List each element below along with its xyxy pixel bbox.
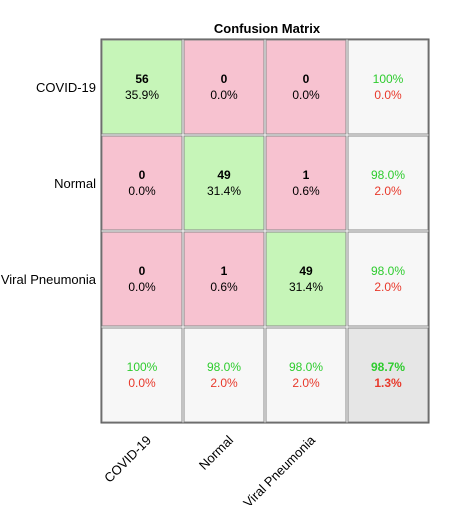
cell-percent-label: 0.0%	[210, 88, 238, 102]
column-error-label: 2.0%	[292, 376, 320, 390]
off-diagonal-cell	[183, 231, 265, 327]
column-label: COVID-19	[101, 433, 154, 486]
cell-percent-label: 0.0%	[128, 184, 156, 198]
off-diagonal-cell	[101, 231, 183, 327]
row-label: Normal	[54, 176, 96, 191]
diagonal-cell	[265, 231, 347, 327]
diagonal-cell	[101, 39, 183, 135]
cell-count-label: 49	[299, 264, 313, 278]
matrix-frame	[100, 38, 430, 424]
row-label: COVID-19	[36, 80, 96, 95]
off-diagonal-cell	[265, 39, 347, 135]
column-correct-label: 98.0%	[207, 360, 241, 374]
cell-percent-label: 0.0%	[128, 280, 156, 294]
row-error-label: 2.0%	[374, 280, 402, 294]
cell-count-label: 1	[303, 168, 310, 182]
column-labels: COVID-19 Normal Viral Pneumonia	[101, 432, 319, 505]
off-diagonal-cell	[101, 135, 183, 231]
column-summary-cell	[101, 327, 183, 423]
column-error-label: 2.0%	[210, 376, 238, 390]
row-summary-cell	[347, 135, 429, 231]
row-correct-label: 98.0%	[371, 264, 405, 278]
cell-percent-label: 0.6%	[292, 184, 320, 198]
cell-count-label: 1	[221, 264, 228, 278]
cell-percent-label: 0.0%	[292, 88, 320, 102]
off-diagonal-cell	[265, 135, 347, 231]
overall-accuracy-cell	[347, 327, 429, 423]
off-diagonal-cell	[183, 39, 265, 135]
column-label: Viral Pneumonia	[240, 432, 318, 505]
row-summary-cell	[347, 39, 429, 135]
cell-percent-label: 35.9%	[125, 88, 159, 102]
cell-count-label: 0	[139, 168, 146, 182]
cell-count-label: 0	[139, 264, 146, 278]
column-label: Normal	[196, 432, 236, 472]
column-error-label: 0.0%	[128, 376, 156, 390]
chart-title: Confusion Matrix	[214, 21, 321, 36]
row-error-label: 2.0%	[374, 184, 402, 198]
cell-count-label: 0	[303, 72, 310, 86]
cell-count-label: 56	[135, 72, 149, 86]
row-labels: COVID-19 Normal Viral Pneumonia	[1, 80, 97, 287]
overall-error-label: 1.3%	[374, 376, 402, 390]
cell-percent-label: 31.4%	[207, 184, 241, 198]
row-error-label: 0.0%	[374, 88, 402, 102]
diagonal-cell	[183, 135, 265, 231]
column-correct-label: 98.0%	[289, 360, 323, 374]
cell-count-label: 49	[217, 168, 231, 182]
column-correct-label: 100%	[127, 360, 158, 374]
cell-count-label: 0	[221, 72, 228, 86]
matrix-cells: 56 35.9% 0 0.0% 0 0.0% 100% 0.0% 0 0.0% 49 31.4% 1 0.…	[100, 38, 430, 424]
column-summary-cell	[183, 327, 265, 423]
cell-percent-label: 0.6%	[210, 280, 238, 294]
row-correct-label: 98.0%	[371, 168, 405, 182]
row-correct-label: 100%	[373, 72, 404, 86]
overall-correct-label: 98.7%	[371, 360, 405, 374]
column-summary-cell	[265, 327, 347, 423]
cell-percent-label: 31.4%	[289, 280, 323, 294]
row-summary-cell	[347, 231, 429, 327]
row-label: Viral Pneumonia	[1, 272, 97, 287]
